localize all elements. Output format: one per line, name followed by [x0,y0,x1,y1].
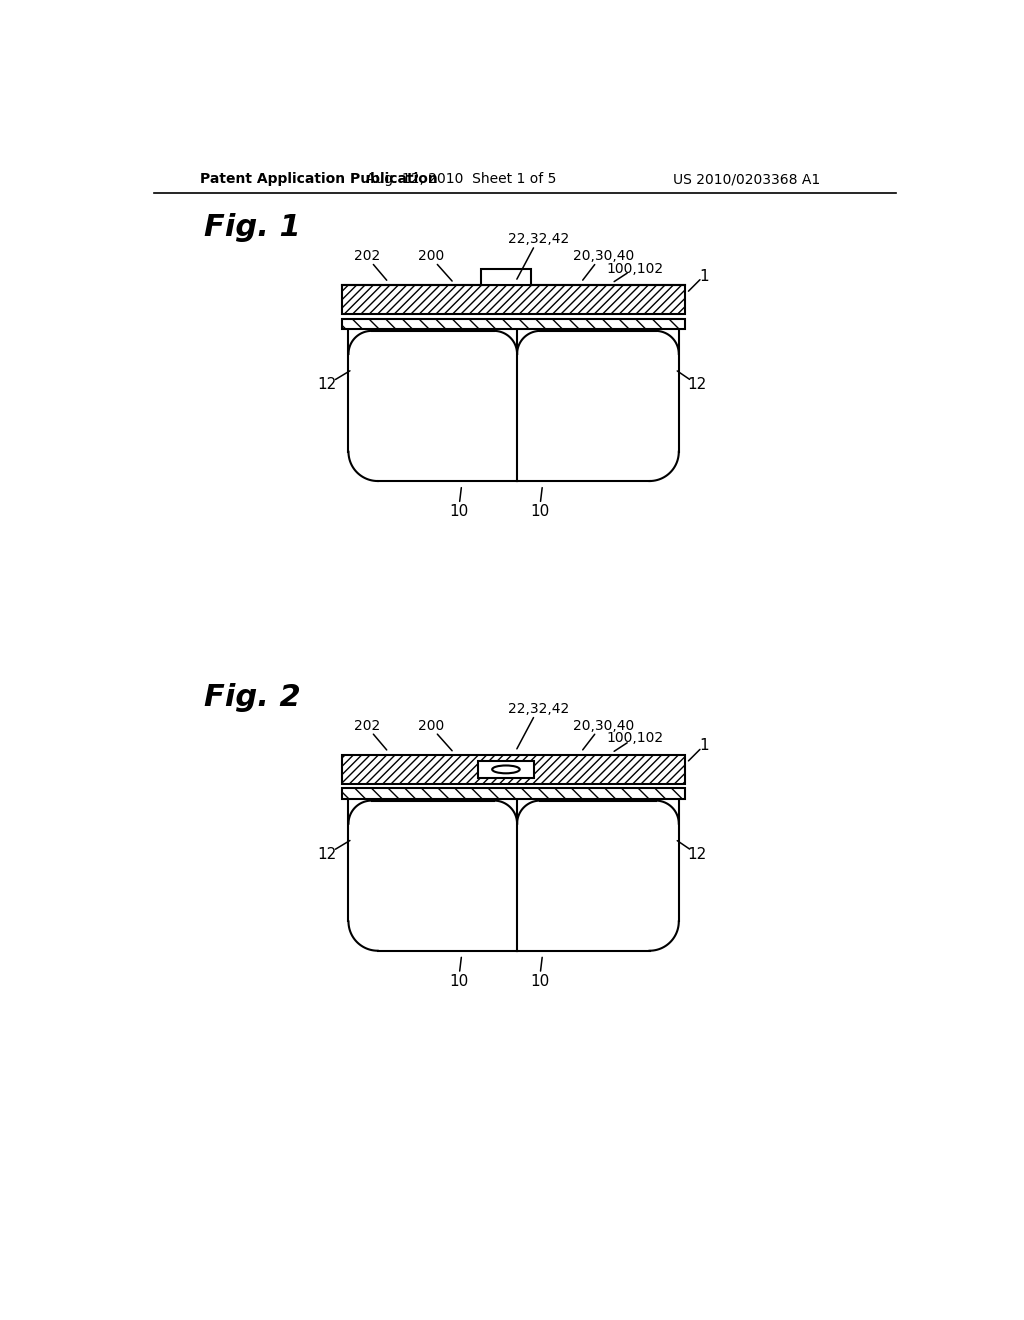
Text: 10: 10 [530,504,550,519]
Text: 202: 202 [354,249,380,263]
Text: 22,32,42: 22,32,42 [508,702,569,715]
Bar [342,318,685,330]
Text: Aug. 12, 2010  Sheet 1 of 5: Aug. 12, 2010 Sheet 1 of 5 [367,172,557,186]
Bar [342,285,685,314]
Text: 12: 12 [317,847,337,862]
Text: 1: 1 [699,738,709,754]
Text: 10: 10 [450,974,469,989]
Text: 202: 202 [354,719,380,733]
Text: 12: 12 [687,847,707,862]
Bar [342,788,685,799]
Text: 100,102: 100,102 [606,261,664,276]
Text: 10: 10 [530,974,550,989]
Text: 12: 12 [317,378,337,392]
Text: Patent Application Publication: Patent Application Publication [200,172,437,186]
Bar [342,755,685,784]
Text: Fig. 1: Fig. 1 [204,214,300,242]
Bar [481,268,531,285]
Text: US 2010/0203368 A1: US 2010/0203368 A1 [673,172,820,186]
Text: 22,32,42: 22,32,42 [508,232,569,247]
Text: 200: 200 [418,249,444,263]
Bar [478,760,535,777]
Text: 20,30,40: 20,30,40 [573,719,635,733]
Text: 200: 200 [418,719,444,733]
Text: 10: 10 [450,504,469,519]
Text: 1: 1 [699,269,709,284]
Ellipse shape [493,766,520,774]
Text: 20,30,40: 20,30,40 [573,249,635,263]
Text: Fig. 2: Fig. 2 [204,682,300,711]
Text: 12: 12 [687,378,707,392]
Text: 100,102: 100,102 [606,731,664,746]
